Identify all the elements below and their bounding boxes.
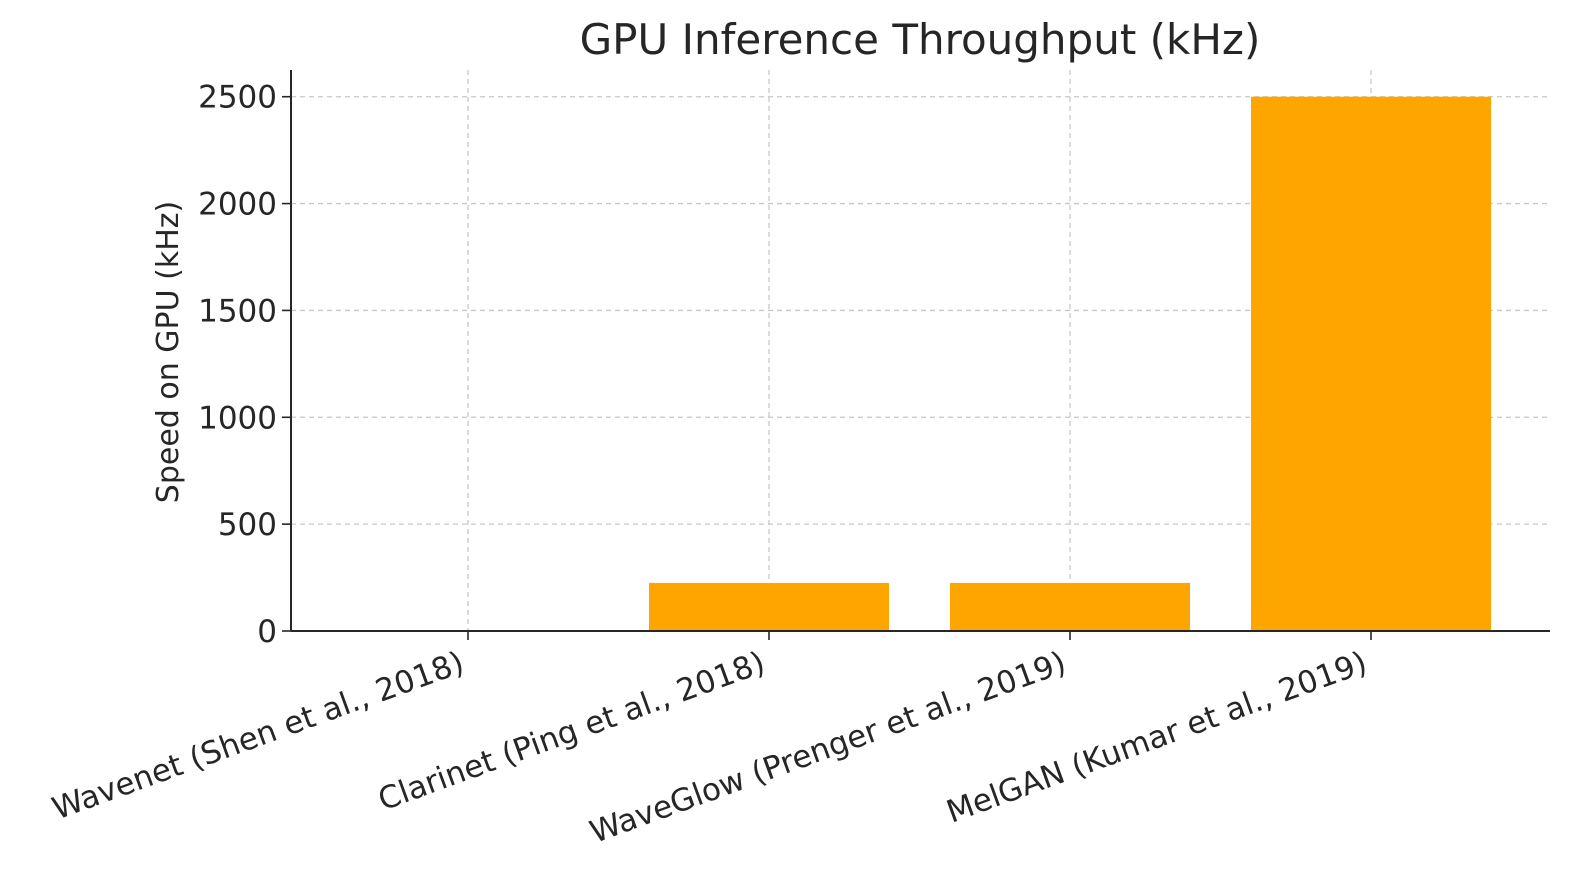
- y-tick-label: 2500: [198, 80, 277, 116]
- bar: [950, 582, 1190, 631]
- bar: [649, 582, 889, 631]
- x-tick-label: WaveGlow (Prenger et al., 2019): [585, 645, 1070, 851]
- y-tick-layer: 0 500 1000 1500 2000 2500: [198, 80, 277, 650]
- y-axis-label: Speed on GPU (kHz): [151, 201, 186, 503]
- y-tick-label: 2000: [198, 187, 277, 223]
- axis-layer: [282, 70, 1550, 640]
- y-tick-label: 1500: [198, 293, 277, 329]
- x-tick-layer: Wavenet (Shen et al., 2018)Clarinet (Pin…: [48, 645, 1372, 851]
- bar-layer: [649, 96, 1491, 631]
- y-tick-label: 500: [218, 507, 277, 543]
- y-tick-label: 0: [257, 614, 277, 650]
- y-tick-label: 1000: [198, 400, 277, 436]
- chart-title: GPU Inference Throughput (kHz): [580, 15, 1261, 64]
- bar: [1251, 96, 1491, 631]
